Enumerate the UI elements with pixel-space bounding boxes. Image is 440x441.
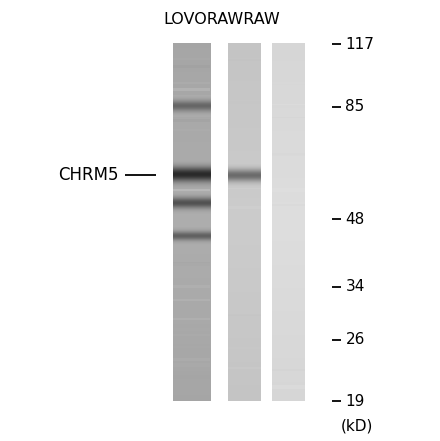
Bar	[172, 58, 210, 60]
Bar	[172, 262, 210, 263]
Bar	[172, 65, 210, 68]
Bar	[228, 59, 260, 61]
Bar	[172, 102, 210, 105]
Bar	[272, 82, 305, 84]
Bar	[272, 153, 305, 156]
Bar	[172, 328, 210, 331]
Bar	[172, 375, 210, 379]
Bar	[172, 163, 210, 165]
Bar	[272, 204, 305, 206]
Text: 85: 85	[345, 99, 365, 114]
Text: 34: 34	[345, 280, 365, 295]
Text: (kD): (kD)	[341, 418, 374, 433]
Bar	[172, 299, 210, 301]
Bar	[172, 363, 210, 366]
Bar	[172, 82, 210, 84]
Text: 117: 117	[345, 37, 374, 52]
Bar	[172, 344, 210, 346]
Bar	[172, 263, 210, 266]
Text: LOVORAWRAW: LOVORAWRAW	[164, 12, 281, 27]
Bar	[272, 369, 305, 371]
Bar	[228, 367, 260, 369]
Bar	[228, 186, 260, 189]
Text: 26: 26	[345, 332, 365, 347]
Bar	[172, 120, 210, 122]
Bar	[228, 347, 260, 349]
Bar	[172, 185, 210, 189]
Bar	[172, 358, 210, 361]
Bar	[172, 174, 210, 177]
Bar	[172, 318, 210, 320]
Bar	[272, 385, 305, 389]
Bar	[172, 189, 210, 191]
Bar	[172, 129, 210, 131]
Bar	[172, 334, 210, 336]
Bar	[172, 88, 210, 91]
Bar	[172, 233, 210, 236]
Bar	[172, 236, 210, 239]
Bar	[228, 100, 260, 101]
Bar	[172, 119, 210, 122]
Bar	[272, 104, 305, 105]
Bar	[228, 388, 260, 390]
Text: 48: 48	[345, 212, 365, 227]
Bar	[228, 314, 260, 316]
Bar	[172, 285, 210, 288]
Bar	[228, 206, 260, 209]
Bar	[272, 188, 305, 192]
Bar	[272, 117, 305, 118]
Text: CHRM5: CHRM5	[59, 166, 119, 184]
Text: 19: 19	[345, 394, 365, 409]
